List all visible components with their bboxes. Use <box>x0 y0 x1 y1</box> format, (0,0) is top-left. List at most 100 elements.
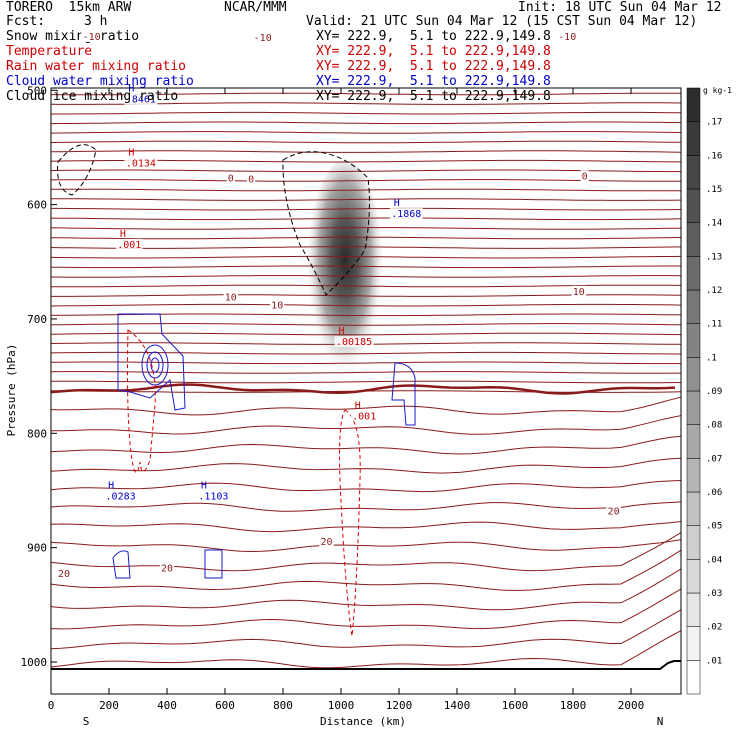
colorbar-label: .14 <box>706 219 722 229</box>
isotherm-label-bg <box>319 536 334 548</box>
colorbar-label: .11 <box>706 320 722 330</box>
maximum-label-bg <box>389 208 423 220</box>
x-tick-label: 1600 <box>502 699 529 712</box>
axes: 0200400600800100012001400160018002000200… <box>21 84 645 712</box>
colorbar-label: .01 <box>706 656 722 666</box>
isotherm-label: 20 <box>320 537 332 548</box>
maximum-label: .001 <box>117 240 141 251</box>
y-tick-label: 900 <box>27 542 47 555</box>
cloud-water-contour <box>117 313 186 411</box>
maximum-label-bg <box>104 490 138 502</box>
x-tick-label: 1200 <box>386 699 413 712</box>
colorbar-label: .1 <box>706 353 717 363</box>
y-tick-label: 600 <box>27 199 47 212</box>
cloud-ice-contour <box>57 144 97 196</box>
isotherm-label: 0 <box>228 174 234 185</box>
isotherm-label-bg <box>247 173 256 185</box>
colorbar-swatch <box>686 256 701 291</box>
x-tick-label: 1000 <box>328 699 355 712</box>
x-tick-label: 800 <box>273 699 293 712</box>
isotherm-line <box>51 236 681 240</box>
cloud-water-contour <box>150 357 160 373</box>
isotherm-label: 10 <box>225 293 237 304</box>
isotherm-line <box>51 323 681 326</box>
x-tick-label: 600 <box>215 699 235 712</box>
colorbar-swatch <box>686 626 701 661</box>
rain-water-contour <box>339 409 361 637</box>
isotherm-line <box>51 255 681 259</box>
init-time: Init: 18 UTC Sun 04 Mar 12 <box>518 0 722 15</box>
isotherm-label-bg <box>556 30 578 42</box>
isotherm-label: 20 <box>161 564 173 575</box>
maximum-label-bg <box>124 93 158 105</box>
rain-water-contour <box>127 329 156 473</box>
isotherm-line <box>51 539 681 553</box>
isotherm-line <box>51 568 681 611</box>
maximum-marker: H <box>128 148 134 159</box>
isotherm-label: 20 <box>58 569 70 580</box>
y-tick-label: 700 <box>27 313 47 326</box>
field-name-temperature: Temperature <box>6 44 93 59</box>
isotherm-line <box>51 332 681 336</box>
isotherm-line <box>51 179 681 182</box>
isotherm-line <box>51 380 681 384</box>
maximum-marker: H <box>120 229 126 240</box>
isotherm-line <box>51 532 681 572</box>
colorbar-label: .17 <box>706 118 722 128</box>
maximum-label: .1868 <box>391 209 421 220</box>
isotherm-line <box>51 227 681 230</box>
cloud-ice-contour <box>282 151 370 296</box>
field-name-snow: Snow mixing ratio <box>6 29 140 44</box>
isotherm-line <box>51 435 681 455</box>
field-name-cloud-ice: Cloud ice mixing ratio <box>6 89 179 104</box>
maximum-label-bg <box>196 490 230 502</box>
isotherm-label: 0 <box>582 171 588 182</box>
field-xy-cloud-ice: XY= 222.9, 5.1 to 222.9,149.8 <box>316 89 551 104</box>
colorbar: .01 .02 .03 .04 .05 .06 .07 .08 .09 .1 .11 .12 .13 .1… <box>686 86 732 695</box>
isotherm-line <box>51 275 681 278</box>
valid-time: Valid: 21 UTC Sun 04 Mar 12 (15 CST Sun … <box>306 14 698 29</box>
isotherm-line <box>51 188 681 192</box>
colorbar-swatch <box>686 491 701 526</box>
y-tick-label: 800 <box>27 427 47 440</box>
maximum-label: .0283 <box>106 491 136 502</box>
isotherm-line <box>51 501 681 512</box>
isotherm-label-bg <box>270 299 285 311</box>
cloud-water-contour <box>204 549 223 579</box>
colorbar-swatch <box>686 222 701 257</box>
isotherm-line <box>51 609 681 650</box>
field-xy-cloud-water: XY= 222.9, 5.1 to 222.9,149.8 <box>316 74 551 89</box>
isotherm-line <box>51 265 681 269</box>
colorbar-label: .16 <box>706 151 722 161</box>
isotherm-label-bg <box>580 170 589 182</box>
maximum-label: .00185 <box>336 337 372 348</box>
isotherm-label: 10 <box>573 287 585 298</box>
isotherm-line <box>51 457 681 474</box>
colorbar-label: .04 <box>706 555 722 565</box>
forecast-hour: 3 h <box>84 14 108 29</box>
isotherm-label: 20 <box>608 506 620 517</box>
colorbar-label: .12 <box>706 286 722 296</box>
colorbar-swatch <box>686 357 701 392</box>
colorbar-swatch <box>686 87 701 122</box>
contour-labels: -80.88-30-30-30-20-20-20-10-10-100001010… <box>56 30 621 580</box>
maximum-marker: H <box>355 400 361 411</box>
x-tick-label: 200 <box>99 699 119 712</box>
colorbar-swatch <box>686 323 701 358</box>
isotherm-line <box>51 361 681 365</box>
field-xy-snow: XY= 222.9, 5.1 to 222.9,149.8 <box>316 29 551 44</box>
colorbar-swatch <box>686 660 701 695</box>
colorbar-swatch <box>686 458 701 493</box>
isotherm-label: 0 <box>248 175 254 186</box>
maximum-label-bg <box>334 336 374 348</box>
maximum-marker: H <box>338 326 344 337</box>
isotherm-line <box>51 549 681 591</box>
x-tick-label: 400 <box>157 699 177 712</box>
colorbar-swatch <box>686 188 701 223</box>
colorbar-label: .09 <box>706 387 722 397</box>
isotherm-line <box>51 630 681 669</box>
cloud-water-contour <box>146 351 164 379</box>
center-title: NCAR/MMM <box>224 0 287 15</box>
isotherm-line <box>51 198 681 201</box>
maximum-label: .1103 <box>198 491 228 502</box>
